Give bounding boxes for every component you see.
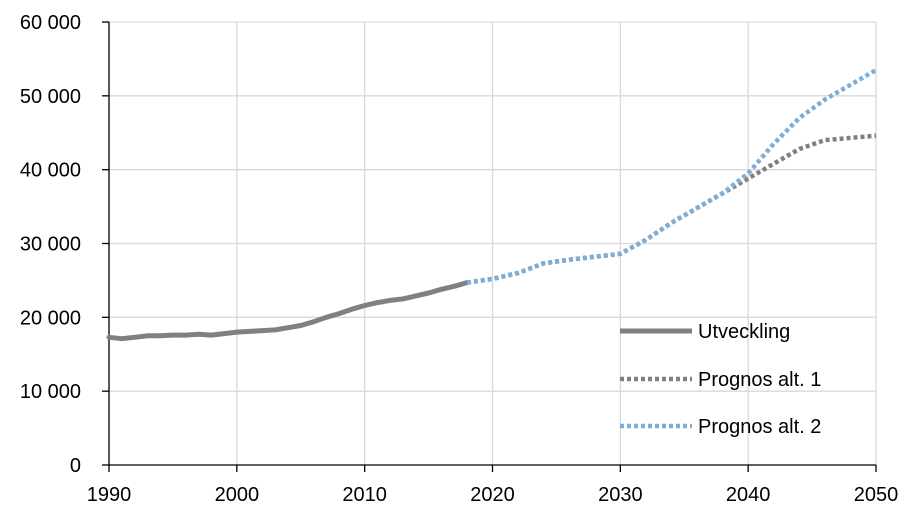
x-tick-label: 2030	[598, 484, 643, 506]
x-tick-label: 1990	[87, 484, 132, 506]
legend-label: Utveckling	[698, 321, 790, 343]
legend-label: Prognos alt. 2	[698, 416, 821, 438]
legend-label: Prognos alt. 1	[698, 369, 821, 391]
y-tick-label: 30 000	[20, 234, 81, 256]
series-line-utveckling	[106, 280, 470, 342]
y-tick-label: 60 000	[20, 12, 81, 34]
x-tick-label: 2000	[215, 484, 260, 506]
x-tick-label: 2050	[854, 484, 899, 506]
series-line-prognos-alt-2	[466, 68, 878, 285]
x-axis-tick-labels: 1990 2000 2010 2020 2030 2040 2050	[87, 484, 899, 506]
x-tick-label: 2020	[470, 484, 515, 506]
x-tick-label: 2010	[342, 484, 387, 506]
series-layer	[106, 68, 878, 342]
y-tick-label: 20 000	[20, 307, 81, 329]
y-tick-label: 10 000	[20, 381, 81, 403]
gridlines	[109, 21, 877, 465]
x-tick-label: 2040	[726, 484, 771, 506]
y-tick-label: 50 000	[20, 86, 81, 108]
legend: Utveckling Prognos alt. 1 Prognos alt. 2	[620, 321, 821, 438]
y-axis-tick-labels: 0 10 000 20 000 30 000 40 000 50 000 60 000	[20, 12, 81, 477]
y-tick-label: 40 000	[20, 160, 81, 182]
y-tick-label: 0	[70, 455, 81, 477]
series-line-prognos-alt-1	[466, 133, 877, 285]
axes	[102, 21, 877, 472]
